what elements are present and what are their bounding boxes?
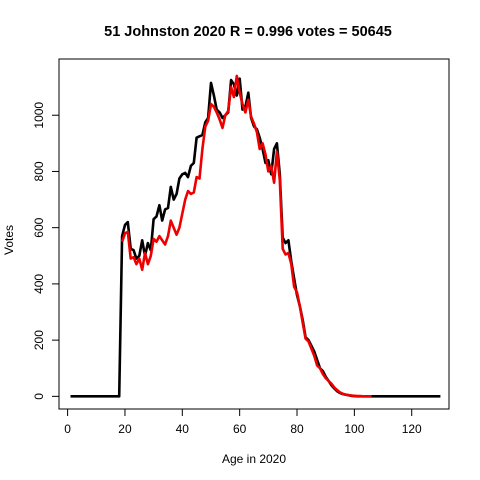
series-line-2 (120, 74, 372, 398)
y-tick-label: 1000 (32, 102, 46, 129)
x-tick-label: 100 (344, 422, 364, 436)
x-axis-label: Age in 2020 (222, 452, 286, 466)
x-tick-label: 40 (176, 422, 190, 436)
x-tick-label: 0 (64, 422, 71, 436)
y-axis: 0 200 400 600 800 1000 (32, 102, 60, 400)
x-tick-label: 20 (118, 422, 132, 436)
x-tick-label: 80 (290, 422, 304, 436)
x-tick-label: 120 (402, 422, 422, 436)
y-tick-label: 600 (32, 217, 46, 237)
y-tick-label: 800 (32, 161, 46, 181)
y-tick-label: 200 (32, 330, 46, 350)
y-tick-label: 0 (32, 393, 46, 400)
x-tick-label: 60 (233, 422, 247, 436)
x-axis: 0 20 40 60 80 100 120 (64, 408, 422, 436)
plot-frame (58, 58, 450, 410)
y-tick-label: 400 (32, 274, 46, 294)
y-axis-label: Votes (2, 225, 16, 255)
chart-title: 51 Johnston 2020 R = 0.996 votes = 50645 (104, 24, 392, 40)
series-layer (70, 74, 441, 398)
